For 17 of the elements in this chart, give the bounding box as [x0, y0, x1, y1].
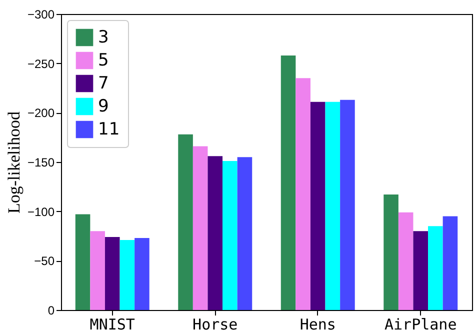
y-tick-label: −150 — [27, 156, 55, 170]
x-tick-label: Hens — [300, 316, 336, 334]
legend-label: 9 — [98, 96, 109, 116]
y-tick-label: −50 — [34, 254, 55, 268]
x-tick-label: MNIST — [90, 316, 135, 334]
y-axis-title: Log-likelihood — [4, 111, 24, 214]
y-tick-label: −250 — [27, 56, 55, 71]
legend-label: 3 — [98, 28, 109, 48]
legend-label: 7 — [98, 74, 109, 94]
legend-label: 5 — [98, 50, 109, 70]
y-tick-label: −100 — [27, 204, 55, 219]
legend-label: 11 — [98, 120, 120, 140]
y-tick-label: −200 — [27, 106, 55, 120]
x-tick-label: AirPlane — [384, 316, 457, 334]
x-tick-label: Horse — [192, 316, 238, 334]
y-tick-label: −300 — [27, 8, 55, 22]
y-tick-label: 0 — [48, 304, 55, 318]
